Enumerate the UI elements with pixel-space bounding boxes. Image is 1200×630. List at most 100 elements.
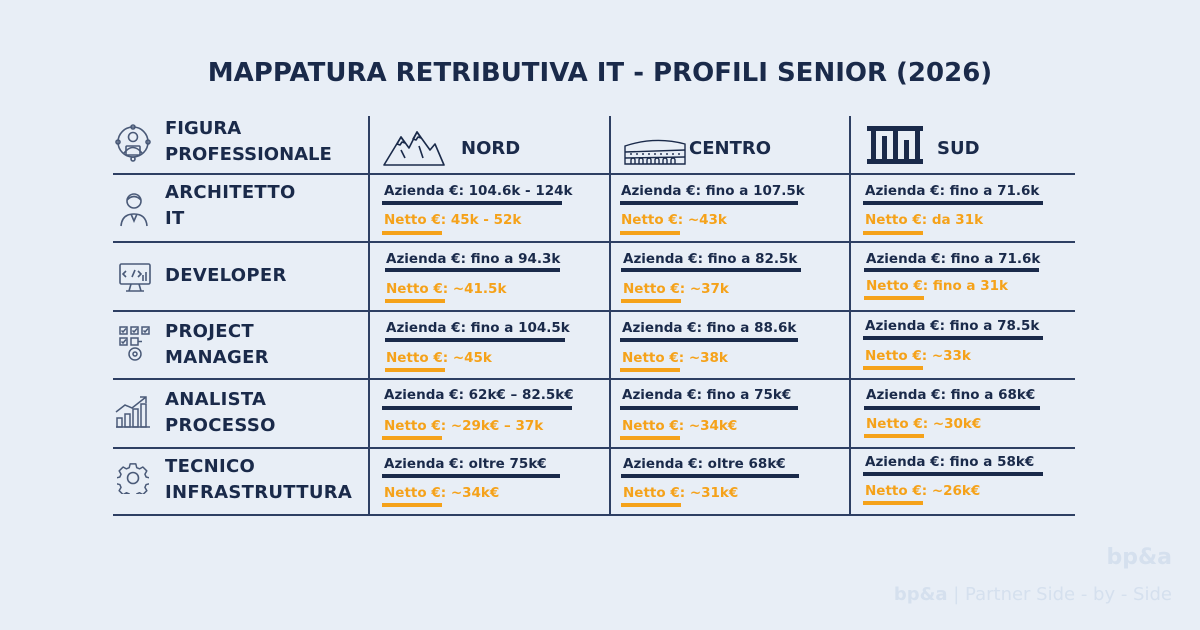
cell-netto: Netto €: fino a 31k <box>866 278 1008 294</box>
cell-netto: Netto €: ~34k€ <box>622 418 738 434</box>
azienda-underline <box>385 338 565 342</box>
row-name-line2: PROCESSO <box>165 415 276 436</box>
gear-icon <box>117 463 149 494</box>
cell-azienda: Azienda €: fino a 82.5k <box>623 251 798 267</box>
azienda-underline <box>621 474 799 478</box>
header-figura-line2: PROFESSIONALE <box>165 144 332 165</box>
row-divider <box>113 173 1075 175</box>
row-name-line1: ANALISTA <box>165 389 267 410</box>
header-centro: CENTRO <box>689 138 772 159</box>
netto-underline <box>864 434 924 438</box>
cell-azienda: Azienda €: fino a 75k€ <box>622 387 792 403</box>
row-tecnico-name: TECNICO INFRASTRUTTURA <box>165 454 352 506</box>
netto-underline <box>382 436 442 440</box>
azienda-underline <box>382 474 560 478</box>
developer-monitor-icon <box>119 263 151 292</box>
project-checklist-icon <box>119 326 150 361</box>
row-divider <box>113 310 1075 312</box>
cell-netto: Netto €: da 31k <box>865 212 984 228</box>
column-divider <box>849 116 851 514</box>
growth-chart-icon <box>115 396 150 428</box>
netto-underline <box>620 436 680 440</box>
row-name-line1: TECNICO <box>165 456 256 477</box>
row-name-line1: DEVELOPER <box>165 265 287 286</box>
azienda-underline <box>864 406 1040 410</box>
azienda-underline <box>382 201 562 205</box>
azienda-underline <box>864 268 1039 272</box>
cell-netto: Netto €: ~30k€ <box>866 416 982 432</box>
row-developer-name: DEVELOPER <box>165 263 287 289</box>
brand-logo-watermark: bp&a <box>1106 545 1172 570</box>
cell-azienda: Azienda €: 62k€ – 82.5k€ <box>384 387 574 403</box>
cell-netto: Netto €: ~31k€ <box>623 485 739 501</box>
salary-table: FIGURA PROFESSIONALE NORD CENTRO <box>113 116 1075 516</box>
row-name-line1: ARCHITETTO <box>165 182 296 203</box>
cell-netto: Netto €: ~26k€ <box>865 483 981 499</box>
netto-underline <box>385 368 445 372</box>
brand-tagline-bold: bp&a <box>893 584 948 605</box>
row-name-line1: PROJECT <box>165 321 254 342</box>
netto-underline <box>620 231 680 235</box>
cell-azienda: Azienda €: fino a 71.6k <box>866 251 1041 267</box>
netto-underline <box>863 231 923 235</box>
row-architetto-name: ARCHITETTO IT <box>165 180 296 232</box>
netto-underline <box>863 501 923 505</box>
azienda-underline <box>382 406 572 410</box>
row-project-manager-name: PROJECT MANAGER <box>165 319 269 371</box>
cell-azienda: Azienda €: fino a 58k€ <box>865 454 1035 470</box>
azienda-underline <box>621 268 801 272</box>
cell-netto: Netto €: ~41.5k <box>386 281 507 297</box>
cell-azienda: Azienda €: fino a 71.6k <box>865 183 1040 199</box>
azienda-underline <box>863 472 1043 476</box>
header-nord: NORD <box>461 138 521 159</box>
header-figura-label: FIGURA PROFESSIONALE <box>165 116 332 168</box>
cell-netto: Netto €: ~29k€ – 37k <box>384 418 544 434</box>
azienda-underline <box>385 268 560 272</box>
brand-tagline: bp&a | Partner Side - by - Side <box>894 584 1172 605</box>
cell-azienda: Azienda €: fino a 94.3k <box>386 251 561 267</box>
cell-netto: Netto €: ~33k <box>865 348 971 364</box>
azienda-underline <box>863 201 1043 205</box>
mountains-icon <box>383 131 445 166</box>
row-name-line2: INFRASTRUTTURA <box>165 482 353 503</box>
netto-underline <box>863 366 923 370</box>
cell-azienda: Azienda €: fino a 68k€ <box>866 387 1036 403</box>
header-sud: SUD <box>937 138 980 159</box>
cell-netto: Netto €: 45k - 52k <box>384 212 522 228</box>
cell-azienda: Azienda €: fino a 78.5k <box>865 318 1040 334</box>
netto-underline <box>382 503 442 507</box>
row-name-line2: MANAGER <box>165 347 269 368</box>
colosseum-icon <box>624 139 686 165</box>
cell-netto: Netto €: ~37k <box>623 281 729 297</box>
column-divider <box>609 116 611 514</box>
row-divider <box>113 378 1075 380</box>
row-name-line2: IT <box>165 208 185 229</box>
temple-columns-icon <box>867 126 923 164</box>
cell-azienda: Azienda €: oltre 68k€ <box>623 456 786 472</box>
azienda-underline <box>620 201 798 205</box>
cell-azienda: Azienda €: fino a 104.5k <box>386 320 570 336</box>
netto-underline <box>385 299 445 303</box>
netto-underline <box>621 503 681 507</box>
brand-tagline-rest: | Partner Side - by - Side <box>947 584 1172 605</box>
netto-underline <box>864 296 924 300</box>
cell-netto: Netto €: ~43k <box>621 212 727 228</box>
cell-azienda: Azienda €: fino a 88.6k <box>622 320 797 336</box>
cell-netto: Netto €: ~45k <box>386 350 492 366</box>
azienda-underline <box>863 336 1043 340</box>
cell-azienda: Azienda €: 104.6k - 124k <box>384 183 573 199</box>
row-analista-name: ANALISTA PROCESSO <box>165 387 276 439</box>
cell-netto: Netto €: ~38k <box>622 350 728 366</box>
row-divider <box>113 241 1075 243</box>
cell-netto: Netto €: ~34k€ <box>384 485 500 501</box>
netto-underline <box>620 368 680 372</box>
netto-underline <box>382 231 442 235</box>
netto-underline <box>621 299 681 303</box>
cell-azienda: Azienda €: fino a 107.5k <box>621 183 805 199</box>
row-divider <box>113 447 1075 449</box>
azienda-underline <box>620 406 798 410</box>
row-divider <box>113 514 1075 516</box>
architect-person-icon <box>120 193 148 227</box>
column-divider <box>368 116 370 514</box>
azienda-underline <box>620 338 798 342</box>
